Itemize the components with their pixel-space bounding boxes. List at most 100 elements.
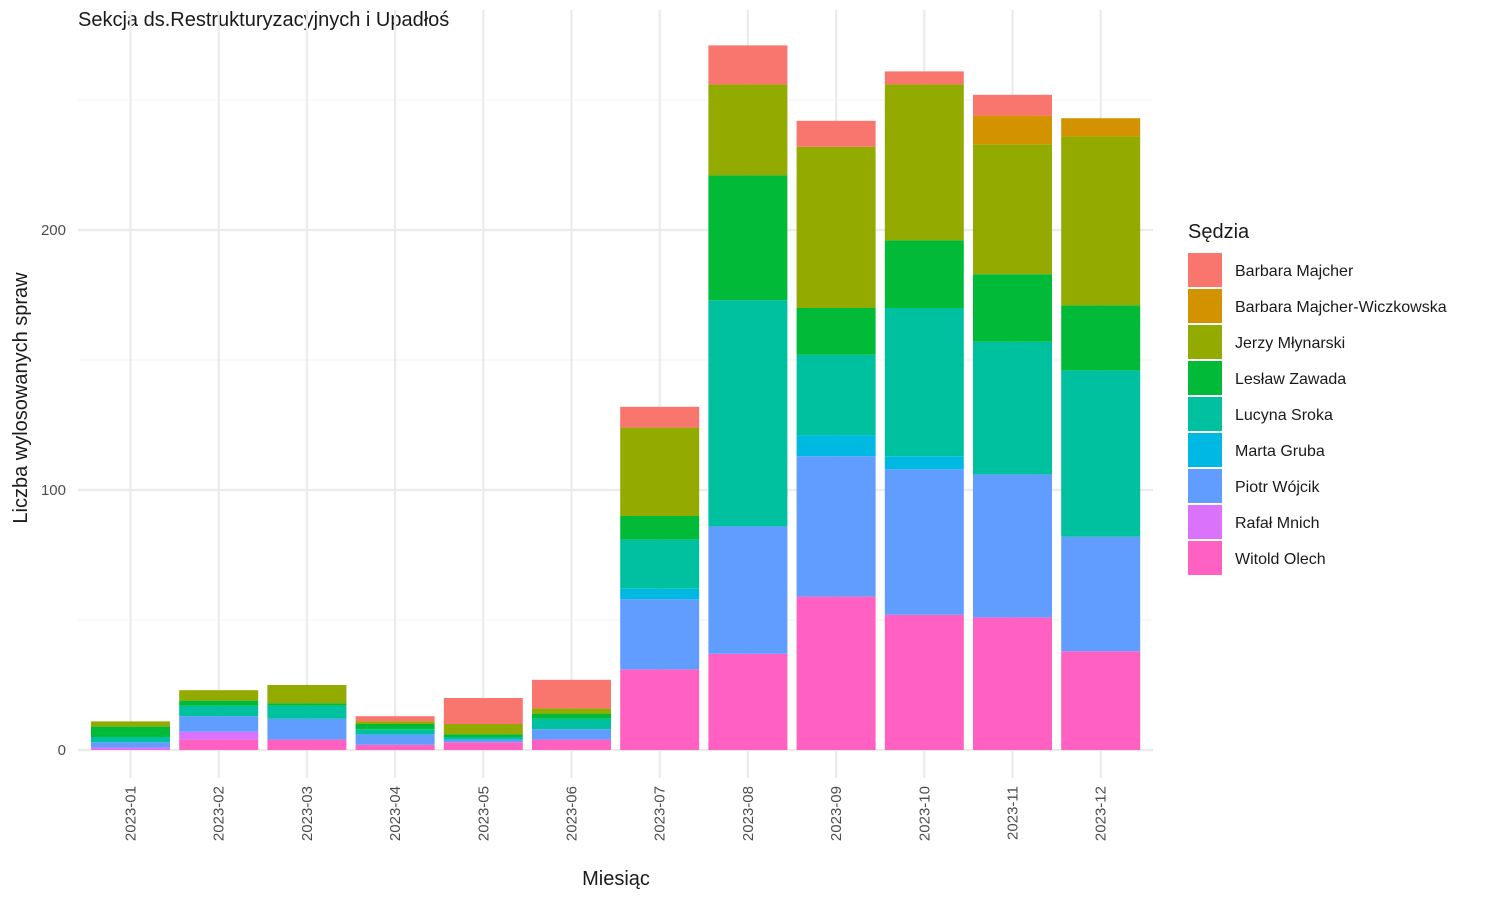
bar-segment — [884, 456, 964, 470]
legend-label: Barbara Majcher — [1235, 263, 1354, 280]
bar-segment — [355, 716, 435, 722]
bar-segment — [532, 713, 611, 719]
x-tick-label: 2023-01 — [123, 786, 140, 841]
bar-segment — [708, 175, 788, 301]
bar-segment — [355, 734, 435, 745]
x-axis-title: Miesiąc — [582, 868, 650, 890]
legend-title: Sędzia — [1188, 221, 1250, 243]
bar-segment — [708, 526, 788, 654]
bar-segment — [620, 427, 700, 516]
bar-segment — [443, 739, 523, 743]
bar-segment — [179, 700, 259, 706]
bar-segment — [91, 721, 170, 727]
bar-segment — [973, 341, 1052, 475]
legend-swatch — [1188, 289, 1222, 323]
bar-segment — [267, 703, 347, 706]
legend-label: Rafał Mnich — [1235, 515, 1319, 532]
bar-segment — [355, 724, 435, 730]
bar-segment — [532, 718, 611, 730]
bar-segment — [796, 120, 876, 147]
y-axis-title: Liczba wylosowanych spraw — [10, 272, 32, 524]
bar-segment — [796, 354, 876, 436]
legend-swatch — [1188, 397, 1222, 431]
bar-segment — [973, 617, 1052, 750]
legend-swatch — [1188, 469, 1222, 503]
bar-segment — [973, 274, 1052, 342]
bar-segment — [1061, 536, 1141, 652]
x-tick-label: 2023-12 — [1093, 786, 1110, 841]
legend-swatch — [1188, 253, 1222, 287]
bar-segment — [796, 456, 876, 597]
legend-label: Piotr Wójcik — [1235, 479, 1320, 496]
bar-segment — [620, 588, 700, 600]
bar-segment — [884, 240, 964, 308]
legend-swatch — [1188, 433, 1222, 467]
bar-segment — [443, 724, 523, 735]
y-tick-label: 0 — [58, 742, 66, 759]
x-tick-label: 2023-02 — [211, 786, 228, 841]
y-tick-label: 100 — [41, 482, 66, 499]
bars — [91, 45, 1141, 750]
legend-label: Witold Olech — [1235, 551, 1326, 568]
bar-segment — [620, 516, 700, 540]
bar-segment — [708, 300, 788, 527]
legend-label: Lucyna Sroka — [1235, 407, 1333, 424]
bar-segment — [1061, 305, 1141, 371]
bar-segment — [91, 737, 170, 743]
bar-segment — [884, 84, 964, 241]
bar-segment — [884, 71, 964, 85]
legend-label: Jerzy Młynarski — [1235, 335, 1345, 352]
bar-segment — [708, 84, 788, 176]
legend-swatch — [1188, 505, 1222, 539]
x-tick-label: 2023-08 — [740, 786, 757, 841]
bar-segment — [267, 739, 347, 750]
bar-segment — [532, 729, 611, 740]
bar-segment — [443, 698, 523, 724]
bar-segment — [443, 734, 523, 737]
legend: Barbara Majcher Barbara Majcher-Wiczkowsk… — [1188, 253, 1447, 575]
x-tick-label: 2023-11 — [1005, 786, 1022, 840]
bar-segment — [620, 599, 700, 670]
bar-segment — [179, 739, 259, 750]
legend-label: Marta Gruba — [1235, 443, 1325, 460]
y-tick-label: 200 — [41, 222, 66, 239]
legend-swatch — [1188, 361, 1222, 395]
bar-segment — [355, 721, 435, 724]
x-tick-label: 2023-04 — [387, 786, 404, 841]
bar-segment — [620, 669, 700, 750]
bar-segment — [179, 690, 259, 701]
bar-segment — [1061, 370, 1141, 537]
x-tick-label: 2023-10 — [916, 786, 933, 841]
bar-segment — [355, 729, 435, 735]
bar-segment — [796, 435, 876, 457]
bar-segment — [267, 705, 347, 719]
bar-segment — [973, 474, 1052, 618]
bar-segment — [620, 406, 700, 428]
bar-segment — [973, 115, 1052, 145]
bar-segment — [91, 747, 170, 750]
legend-swatch — [1188, 541, 1222, 575]
bar-segment — [443, 742, 523, 750]
chart-title: Sekcja ds.Restrukturyzacyjnych i Upadłoś — [78, 9, 449, 31]
y-axis-ticks: 0 100 200 — [41, 222, 66, 759]
x-tick-label: 2023-05 — [475, 786, 492, 841]
bar-segment — [179, 705, 259, 717]
bar-segment — [355, 744, 435, 750]
bar-segment — [973, 144, 1052, 275]
bar-segment — [884, 469, 964, 615]
bar-segment — [973, 94, 1052, 116]
x-tick-label: 2023-09 — [828, 786, 845, 841]
x-tick-label: 2023-07 — [652, 786, 669, 841]
bar-segment — [532, 739, 611, 750]
legend-label: Lesław Zawada — [1235, 371, 1346, 388]
bar-segment — [708, 653, 788, 750]
bar-segment — [179, 716, 259, 732]
bar-segment — [91, 742, 170, 748]
bar-segment — [532, 708, 611, 714]
bar-segment — [796, 596, 876, 750]
bar-segment — [267, 718, 347, 740]
bar-segment — [532, 679, 611, 709]
bar-segment — [620, 539, 700, 589]
bar-segment — [884, 614, 964, 750]
